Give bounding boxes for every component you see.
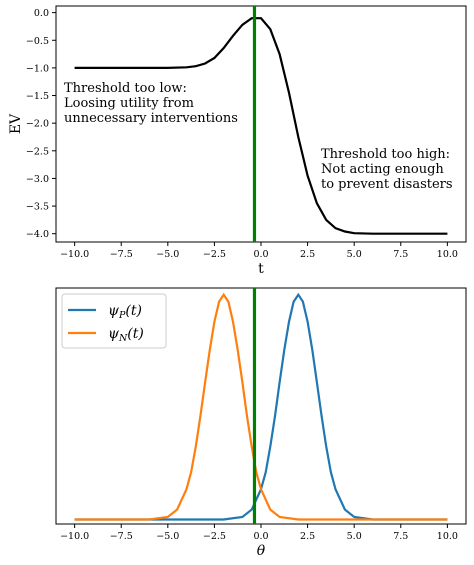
ev-x-ticks: −10.0 −7.5 −5.0 −2.5 0.0 2.5 5.0 7.5 10.0	[60, 242, 458, 260]
annotation-threshold-low: Threshold too low: Loosing utility from …	[64, 81, 238, 126]
psi-x-ticks: −10.0 −7.5 −5.0 −2.5 0.0 2.5 5.0 7.5 10.0	[60, 524, 458, 542]
annotation-high-line-1: Threshold too high:	[321, 147, 450, 162]
x-tick-label: 10.0	[437, 249, 458, 260]
psi-p-curve	[74, 292, 448, 521]
annotation-low-line-1: Threshold too low:	[64, 81, 187, 96]
x-tick-label: −2.5	[203, 531, 226, 542]
legend-box	[61, 293, 167, 349]
x-tick-label: −5.0	[156, 531, 179, 542]
x-tick-label: 5.0	[347, 531, 362, 542]
ev-chart: −10.0 −7.5 −5.0 −2.5 0.0 2.5 5.0 7.5 10.0 0.0 −0.…	[8, 5, 467, 277]
annotation-threshold-high: Threshold too high: Not acting enough to…	[321, 147, 453, 192]
y-tick-label: −2.5	[26, 146, 49, 157]
psi-chart: −10.0 −7.5 −5.0 −2.5 0.0 2.5 5.0 7.5 10.0 θ ψP(t…	[55, 287, 467, 559]
x-tick-label: −2.5	[203, 249, 226, 260]
legend-label-psi-p: ψP(t)	[108, 303, 142, 321]
y-tick-label: −3.5	[26, 202, 49, 213]
annotation-high-line-3: to prevent disasters	[321, 177, 453, 192]
x-tick-label: −7.5	[110, 249, 133, 260]
y-tick-label: −3.0	[26, 174, 49, 185]
x-tick-label: −10.0	[60, 249, 89, 260]
annotation-low-line-3: unnecessary interventions	[64, 111, 238, 126]
y-tick-label: −1.0	[26, 63, 49, 74]
x-tick-label: −7.5	[110, 531, 133, 542]
y-tick-label: −1.5	[26, 91, 49, 102]
x-tick-label: 0.0	[253, 249, 268, 260]
ev-y-axis-label: EV	[8, 113, 24, 134]
y-tick-label: −4.0	[26, 229, 49, 240]
psi-x-axis-label: θ	[257, 543, 266, 559]
x-tick-label: 7.5	[393, 249, 408, 260]
annotation-high-line-2: Not acting enough	[321, 162, 444, 177]
psi-n-curve	[74, 292, 448, 521]
y-tick-label: −2.0	[26, 119, 49, 130]
x-tick-label: 10.0	[437, 531, 458, 542]
x-tick-label: −10.0	[60, 531, 89, 542]
x-tick-label: −5.0	[156, 249, 179, 260]
x-tick-label: 2.5	[300, 249, 315, 260]
y-tick-label: 0.0	[34, 8, 49, 19]
y-tick-label: −0.5	[26, 36, 49, 47]
legend: ψP(t) ψN(t)	[61, 293, 167, 349]
annotation-low-line-2: Loosing utility from	[64, 96, 194, 111]
ev-y-ticks: 0.0 −0.5 −1.0 −1.5 −2.0 −2.5 −3.0 −3.5 −4.0	[26, 8, 56, 240]
x-tick-label: 0.0	[253, 531, 268, 542]
legend-label-psi-n: ψN(t)	[108, 326, 144, 344]
ev-x-axis-label: t	[258, 261, 264, 277]
x-tick-label: 2.5	[300, 531, 315, 542]
x-tick-label: 7.5	[393, 531, 408, 542]
x-tick-label: 5.0	[347, 249, 362, 260]
ev-curve	[74, 17, 448, 235]
